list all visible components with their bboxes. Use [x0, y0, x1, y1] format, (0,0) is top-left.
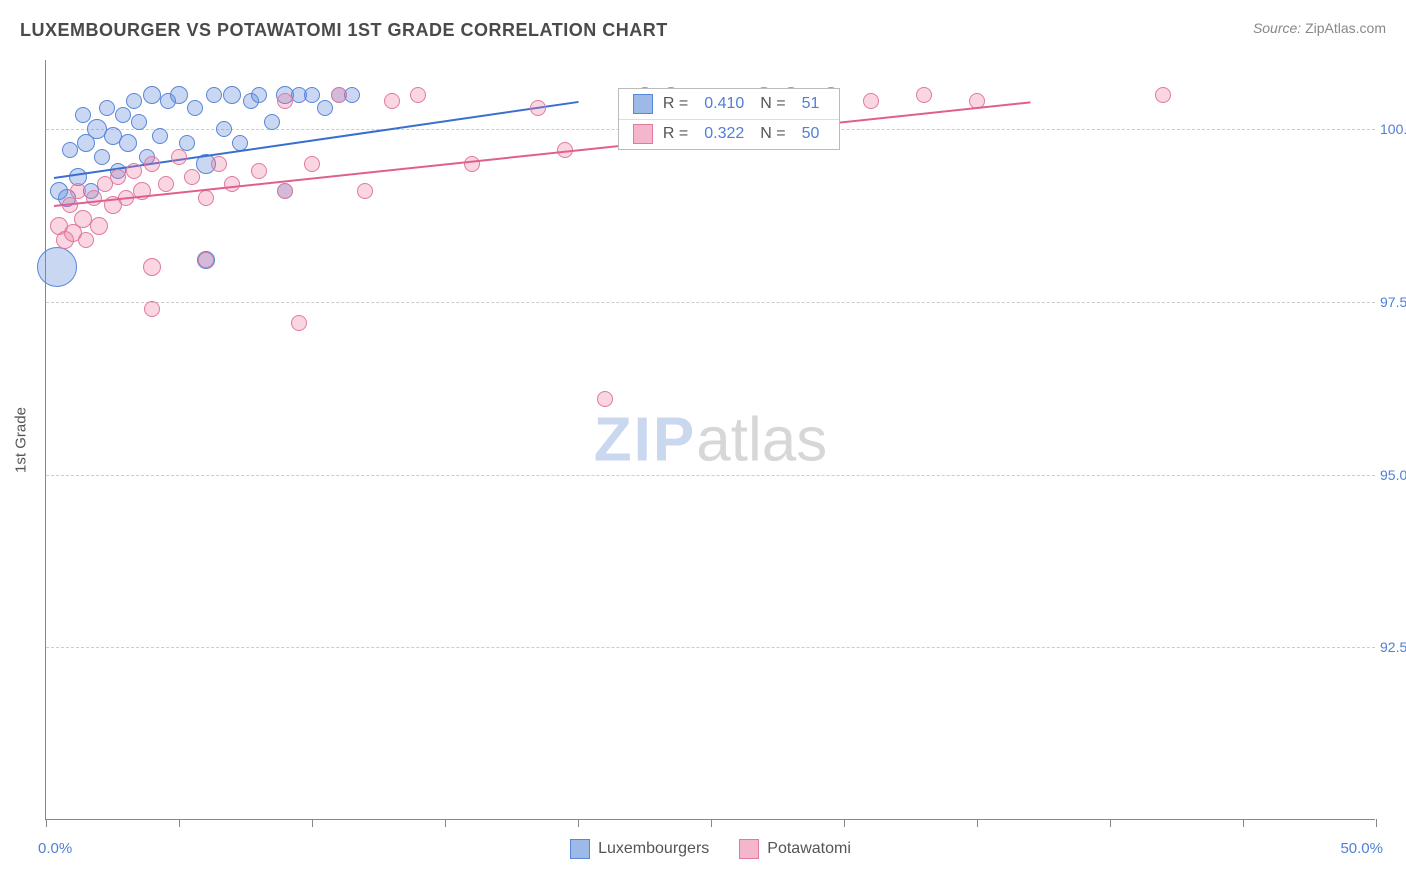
- y-tick-label: 92.5%: [1380, 639, 1406, 655]
- scatter-point: [184, 169, 200, 185]
- r-label: R =: [663, 95, 688, 113]
- scatter-point: [144, 301, 160, 317]
- n-value: 50: [802, 125, 820, 143]
- scatter-point: [90, 217, 108, 235]
- scatter-point: [115, 107, 131, 123]
- legend-swatch: [570, 839, 590, 859]
- scatter-point: [126, 163, 142, 179]
- legend-label: Potawatomi: [767, 840, 851, 858]
- scatter-point: [198, 252, 214, 268]
- scatter-point: [99, 100, 115, 116]
- n-label: N =: [760, 95, 785, 113]
- scatter-point: [170, 86, 188, 104]
- scatter-point: [211, 156, 227, 172]
- watermark-atlas: atlas: [696, 405, 827, 474]
- scatter-point: [94, 149, 110, 165]
- x-tick: [46, 819, 47, 827]
- x-tick: [445, 819, 446, 827]
- scatter-point: [384, 93, 400, 109]
- scatter-point: [70, 183, 86, 199]
- y-axis-title: 1st Grade: [13, 407, 30, 473]
- scatter-point: [530, 100, 546, 116]
- scatter-point: [304, 87, 320, 103]
- scatter-point: [126, 93, 142, 109]
- x-tick: [1376, 819, 1377, 827]
- watermark: ZIPatlas: [594, 404, 827, 475]
- x-tick: [1110, 819, 1111, 827]
- legend-swatch: [633, 94, 653, 114]
- scatter-point: [597, 391, 613, 407]
- plot-area: 1st Grade ZIPatlas 0.0% 50.0% 92.5%95.0%…: [45, 60, 1375, 820]
- scatter-point: [357, 183, 373, 199]
- scatter-point: [62, 142, 78, 158]
- scatter-point: [251, 163, 267, 179]
- source: Source: ZipAtlas.com: [1253, 20, 1386, 36]
- gridline: [46, 302, 1375, 303]
- scatter-point: [224, 176, 240, 192]
- x-tick: [312, 819, 313, 827]
- scatter-point: [216, 121, 232, 137]
- source-value: ZipAtlas.com: [1305, 20, 1386, 36]
- scatter-point: [144, 156, 160, 172]
- legend-swatch: [633, 124, 653, 144]
- legend-label: Luxembourgers: [598, 840, 709, 858]
- scatter-point: [304, 156, 320, 172]
- n-label: N =: [760, 125, 785, 143]
- gridline: [46, 475, 1375, 476]
- legend-stats-row: R = 0.410 N = 51: [619, 89, 840, 119]
- gridline: [46, 647, 1375, 648]
- legend-item: Luxembourgers: [570, 839, 709, 859]
- scatter-point: [158, 176, 174, 192]
- scatter-point: [86, 190, 102, 206]
- scatter-point: [152, 128, 168, 144]
- watermark-zip: ZIP: [594, 405, 696, 474]
- legend-swatch: [739, 839, 759, 859]
- n-value: 51: [802, 95, 820, 113]
- scatter-point: [1155, 87, 1171, 103]
- r-value: 0.410: [704, 95, 744, 113]
- r-value: 0.322: [704, 125, 744, 143]
- scatter-point: [37, 247, 77, 287]
- y-tick-label: 95.0%: [1380, 467, 1406, 483]
- scatter-point: [331, 87, 347, 103]
- scatter-point: [863, 93, 879, 109]
- title-row: LUXEMBOURGER VS POTAWATOMI 1ST GRADE COR…: [20, 20, 1386, 48]
- bottom-legend: Luxembourgers Potawatomi: [46, 839, 1375, 859]
- scatter-point: [143, 258, 161, 276]
- r-label: R =: [663, 125, 688, 143]
- y-tick-label: 100.0%: [1380, 121, 1406, 137]
- scatter-point: [264, 114, 280, 130]
- scatter-point: [317, 100, 333, 116]
- scatter-point: [187, 100, 203, 116]
- scatter-point: [198, 190, 214, 206]
- legend-stats-row: R = 0.322 N = 50: [619, 119, 840, 149]
- scatter-point: [78, 232, 94, 248]
- scatter-point: [410, 87, 426, 103]
- scatter-point: [143, 86, 161, 104]
- scatter-point: [131, 114, 147, 130]
- scatter-point: [291, 315, 307, 331]
- scatter-point: [464, 156, 480, 172]
- scatter-point: [171, 149, 187, 165]
- chart-title: LUXEMBOURGER VS POTAWATOMI 1ST GRADE COR…: [20, 20, 668, 40]
- x-tick: [1243, 819, 1244, 827]
- scatter-point: [110, 169, 126, 185]
- scatter-point: [119, 134, 137, 152]
- x-tick: [977, 819, 978, 827]
- scatter-point: [277, 183, 293, 199]
- scatter-point: [206, 87, 222, 103]
- y-tick-label: 97.5%: [1380, 294, 1406, 310]
- legend-stats: R = 0.410 N = 51 R = 0.322 N = 50: [618, 88, 841, 150]
- legend-item: Potawatomi: [739, 839, 851, 859]
- scatter-point: [223, 86, 241, 104]
- x-tick: [578, 819, 579, 827]
- scatter-point: [251, 87, 267, 103]
- scatter-point: [277, 93, 293, 109]
- x-tick: [711, 819, 712, 827]
- x-tick: [844, 819, 845, 827]
- source-label: Source:: [1253, 20, 1301, 36]
- chart-container: LUXEMBOURGER VS POTAWATOMI 1ST GRADE COR…: [0, 0, 1406, 892]
- x-tick: [179, 819, 180, 827]
- scatter-point: [916, 87, 932, 103]
